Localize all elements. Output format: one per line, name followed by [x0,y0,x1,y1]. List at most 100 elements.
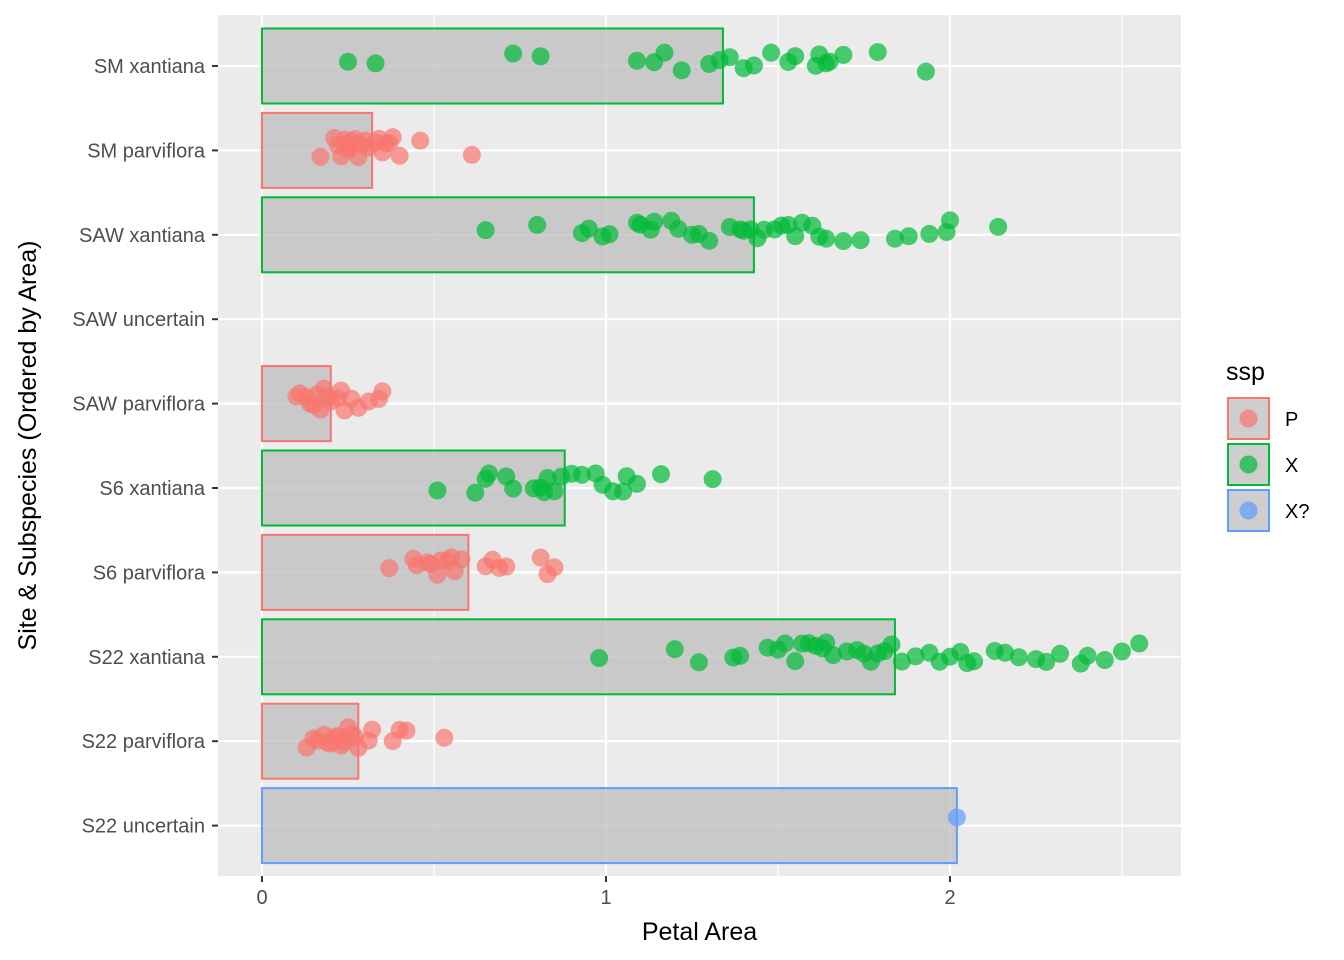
data-point [528,215,547,234]
data-point [383,128,402,147]
data-point [906,647,925,666]
data-point [428,481,447,500]
y-tick-label: SM xantiana [94,56,206,78]
data-point [531,47,550,66]
data-point [817,229,836,248]
data-point [311,147,330,166]
data-point [868,43,887,62]
data-point [627,474,646,493]
data-point [920,224,939,243]
data-point [572,465,591,484]
y-tick-label: S6 parviflora [93,562,206,584]
x-tick-label: 0 [256,887,267,909]
data-point [504,479,523,498]
data-point [820,52,839,71]
y-tick-label: S22 parviflora [82,731,206,753]
data-point [655,43,674,62]
data-point [466,483,485,502]
data-point [786,47,805,66]
y-axis: SM xantiana SM parviflora SAW xantiana SAW … [72,56,218,838]
y-tick-label: SM parviflora [87,140,206,162]
legend-label: X [1285,455,1298,477]
y-tick-label: S22 xantiana [88,647,206,669]
x-tick-label: 2 [944,887,955,909]
data-point [703,470,722,489]
data-point [669,219,688,238]
x-tick-label: 1 [600,887,611,909]
data-point [899,227,918,246]
data-point [1113,642,1131,661]
data-point [652,465,671,484]
data-point [892,652,911,671]
data-point [786,652,805,671]
data-point [882,635,901,654]
data-point [720,48,739,67]
data-point [786,227,805,246]
data-point [590,649,609,668]
y-tick-label: SAW uncertain [72,309,205,331]
data-point [497,557,516,576]
data-point [1009,648,1028,667]
data-point [545,558,564,577]
data-point [700,231,719,250]
data-point [665,640,684,659]
data-point [916,62,935,81]
data-point [339,52,357,71]
data-point [1037,652,1056,671]
data-point [627,51,646,70]
data-point [579,219,598,238]
data-point [762,43,781,62]
data-point [947,808,966,827]
legend-title: ssp [1226,358,1265,386]
data-point [1051,644,1070,663]
x-axis-title: Petal Area [642,918,757,946]
legend-label: P [1285,409,1298,431]
data-point [645,212,664,231]
data-point [824,646,843,665]
points-layer [287,43,1149,827]
y-axis-title: Site & Subspecies (Ordered by Area) [14,241,42,651]
bar [261,787,958,865]
data-point [366,54,385,73]
data-point [834,232,853,251]
data-point [965,652,984,671]
x-axis: 0 1 2 [256,876,956,909]
data-point [989,217,1008,236]
data-point [600,225,619,244]
data-point [996,643,1015,662]
data-point [538,469,557,488]
data-point [452,550,471,569]
data-point [397,721,416,740]
data-point [545,482,564,501]
data-point [531,548,550,567]
data-point [851,231,870,250]
data-point [885,229,904,248]
legend-key-point [1239,455,1258,474]
data-point [428,565,447,584]
legend-key-point [1239,501,1258,520]
data-point [363,720,382,739]
data-point [411,131,430,150]
data-point [744,56,763,75]
data-point [435,728,454,747]
data-point [1130,634,1149,653]
legend-label: X? [1285,501,1309,523]
data-point [1095,651,1114,670]
data-point [462,145,481,164]
data-point [380,559,399,578]
data-point [731,646,750,665]
data-point [775,634,794,653]
data-point [689,653,708,672]
data-point [390,146,409,165]
legend: ssp P X X? [1226,358,1309,532]
data-point [504,44,523,63]
data-point [672,61,691,80]
legend-key-point [1239,409,1258,428]
y-tick-label: S6 xantiana [99,478,206,500]
y-tick-label: SAW xantiana [79,225,206,247]
y-tick-label: S22 uncertain [82,816,205,838]
y-tick-label: SAW parviflora [72,394,206,416]
data-point [373,382,392,401]
data-point [480,464,499,483]
